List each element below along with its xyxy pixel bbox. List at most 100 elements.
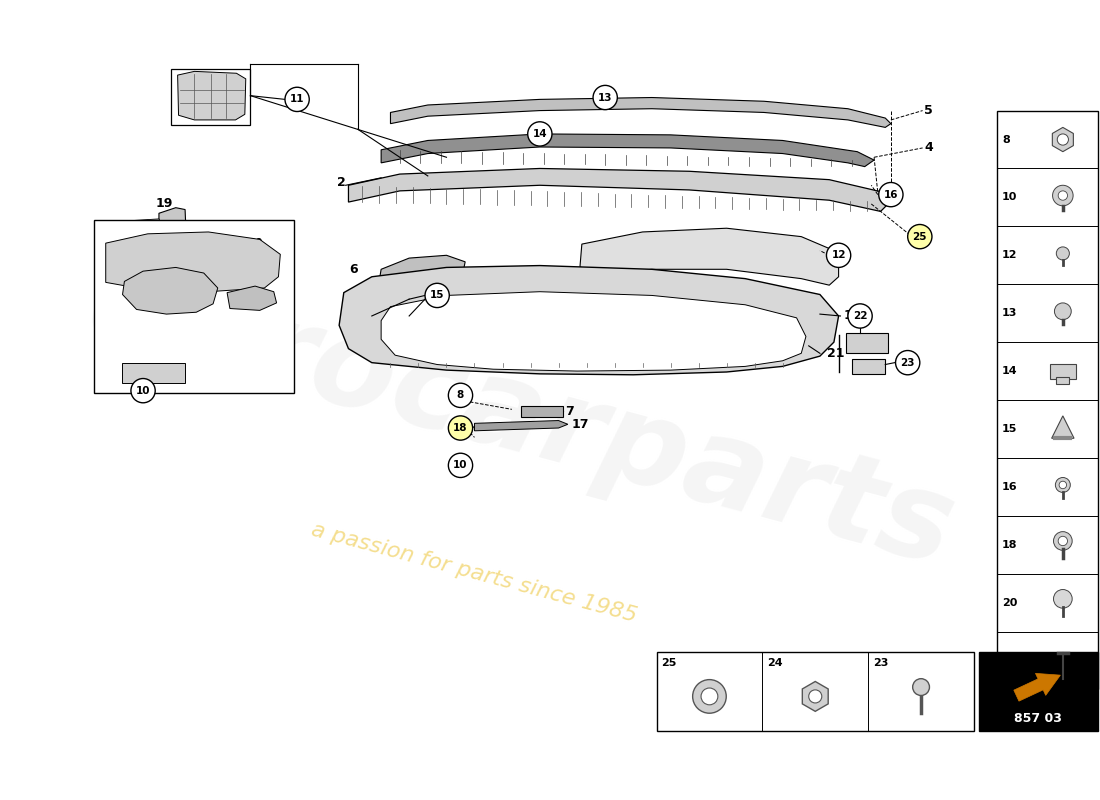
Polygon shape — [129, 219, 161, 226]
Text: 2: 2 — [337, 176, 345, 189]
Polygon shape — [129, 239, 161, 247]
Text: 10: 10 — [135, 386, 151, 396]
Polygon shape — [1052, 416, 1074, 438]
Text: 22: 22 — [852, 311, 867, 321]
Polygon shape — [129, 249, 161, 256]
Text: 13: 13 — [1002, 308, 1018, 318]
Circle shape — [879, 182, 903, 206]
Text: 12: 12 — [1002, 250, 1018, 260]
Bar — [1049, 363, 1076, 378]
Text: 10: 10 — [453, 460, 468, 470]
Text: 15: 15 — [1002, 424, 1018, 434]
Circle shape — [131, 378, 155, 403]
Text: 16: 16 — [883, 190, 898, 200]
Bar — [851, 359, 886, 374]
Polygon shape — [177, 71, 245, 120]
Circle shape — [425, 283, 449, 307]
Text: 17: 17 — [572, 418, 590, 430]
Text: eurocarparts: eurocarparts — [76, 247, 967, 590]
Polygon shape — [390, 98, 891, 127]
Circle shape — [1058, 191, 1067, 200]
Circle shape — [449, 416, 473, 440]
Circle shape — [285, 87, 309, 111]
Circle shape — [826, 243, 850, 267]
Polygon shape — [339, 266, 838, 374]
Text: 8: 8 — [1002, 134, 1010, 145]
Circle shape — [1055, 478, 1070, 493]
Bar — [521, 406, 563, 417]
Bar — [1056, 377, 1069, 384]
Circle shape — [1055, 303, 1071, 320]
Polygon shape — [802, 682, 828, 711]
Bar — [979, 652, 1098, 731]
Circle shape — [848, 304, 872, 328]
Circle shape — [112, 240, 136, 265]
Polygon shape — [122, 267, 218, 314]
Text: 19: 19 — [156, 198, 173, 210]
Text: 6: 6 — [349, 262, 358, 276]
Polygon shape — [381, 292, 806, 371]
Text: 5: 5 — [924, 104, 933, 117]
Polygon shape — [1053, 127, 1074, 152]
Text: 11: 11 — [290, 94, 305, 104]
Bar — [846, 333, 888, 354]
Text: 14: 14 — [1002, 366, 1018, 376]
Bar — [94, 220, 295, 393]
Text: 22: 22 — [1002, 655, 1018, 666]
Text: 18: 18 — [453, 423, 468, 433]
Text: 25: 25 — [913, 232, 927, 242]
Text: 8: 8 — [456, 390, 464, 400]
Circle shape — [701, 688, 718, 705]
Circle shape — [1057, 134, 1068, 145]
Bar — [998, 110, 1098, 690]
Text: 4: 4 — [924, 142, 933, 154]
Text: 9: 9 — [189, 366, 198, 379]
Polygon shape — [227, 286, 276, 310]
Circle shape — [1058, 536, 1067, 546]
Circle shape — [1056, 247, 1069, 260]
Text: 7: 7 — [565, 405, 574, 418]
Circle shape — [1059, 482, 1067, 489]
Text: 23: 23 — [872, 658, 888, 668]
Circle shape — [808, 690, 822, 703]
Text: 21: 21 — [827, 347, 845, 360]
Text: 14: 14 — [532, 129, 547, 139]
Circle shape — [593, 86, 617, 110]
Text: 10: 10 — [1002, 193, 1018, 202]
Circle shape — [1053, 186, 1074, 206]
Text: 857 03: 857 03 — [1014, 712, 1063, 725]
Circle shape — [1054, 532, 1072, 550]
Circle shape — [693, 680, 726, 714]
Bar — [657, 652, 974, 731]
Text: 24: 24 — [117, 247, 132, 258]
Text: 20: 20 — [1002, 598, 1018, 607]
Text: 13: 13 — [598, 93, 613, 102]
Circle shape — [243, 231, 267, 255]
Bar — [172, 69, 251, 125]
Text: 12: 12 — [832, 250, 846, 260]
Text: 3: 3 — [840, 246, 849, 259]
Circle shape — [449, 454, 473, 478]
Polygon shape — [158, 208, 187, 260]
Text: 24: 24 — [767, 658, 782, 668]
Polygon shape — [349, 169, 890, 211]
Polygon shape — [379, 255, 465, 288]
Text: 20: 20 — [248, 238, 263, 248]
Text: a passion for parts since 1985: a passion for parts since 1985 — [309, 519, 639, 626]
Text: 1: 1 — [844, 310, 852, 322]
Polygon shape — [129, 230, 161, 238]
Text: 16: 16 — [1002, 482, 1018, 492]
Circle shape — [895, 350, 920, 374]
Polygon shape — [580, 228, 838, 285]
Polygon shape — [381, 134, 874, 166]
Text: 23: 23 — [901, 358, 915, 368]
Circle shape — [528, 122, 552, 146]
Circle shape — [908, 225, 932, 249]
Polygon shape — [106, 232, 280, 292]
Text: 15: 15 — [430, 290, 444, 301]
Text: 25: 25 — [661, 658, 676, 668]
Circle shape — [913, 678, 930, 695]
Bar — [122, 362, 185, 383]
Circle shape — [449, 383, 473, 407]
Polygon shape — [474, 421, 568, 431]
